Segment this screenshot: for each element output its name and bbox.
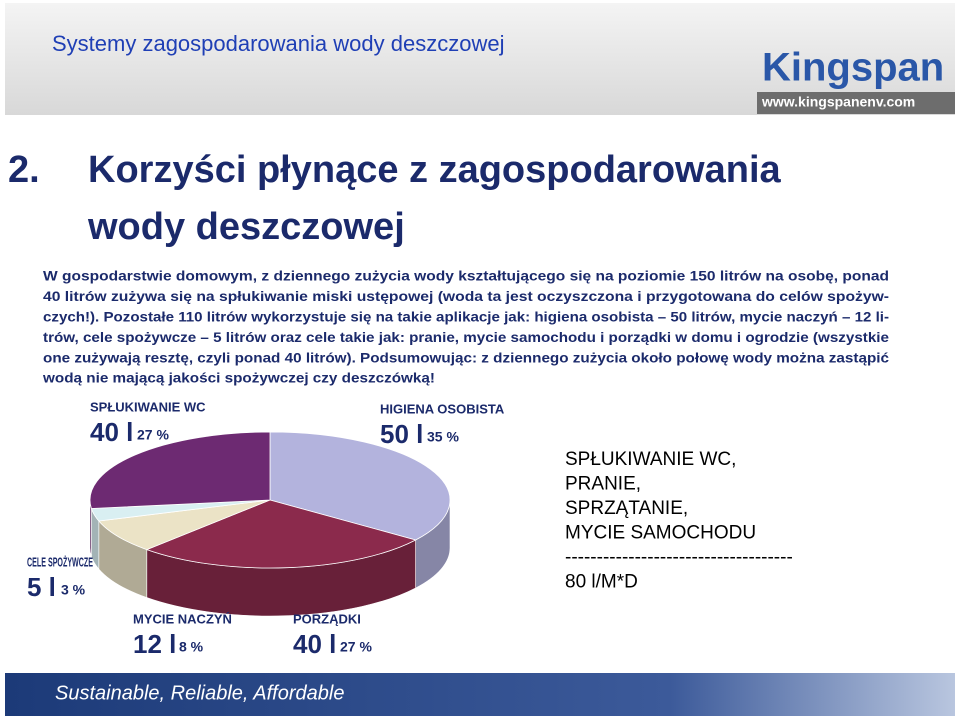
slice-name: CELE SPOŻYWCZE [27, 554, 93, 569]
note-line: 80 l/M*D [565, 572, 638, 593]
slice-name: HIGIENA OSOBISTA [380, 401, 505, 416]
slice-name: SPŁUKIWANIE WC [90, 399, 206, 414]
slice-amount: 50 l [380, 419, 423, 449]
note-line: SPŁUKIWANIE WC, [565, 449, 736, 470]
slice-percent: 3 % [61, 582, 86, 598]
footer-text: Sustainable, Reliable, Affordable [55, 682, 344, 704]
slice [89, 431, 271, 509]
slice-amount: 12 l [133, 629, 176, 659]
slice-name: MYCIE NACZYŃ [133, 611, 232, 626]
slice-percent: 8 % [179, 639, 204, 655]
slice-percent: 27 % [137, 427, 169, 443]
heading-line: wody deszczowej [87, 206, 405, 248]
url-bar [757, 92, 955, 114]
slice-amount: 40 l [293, 629, 336, 659]
url: www.kingspanenv.com [761, 94, 915, 110]
heading-number: 2. [8, 149, 40, 191]
body-line: W gospodarstwie domowym, z dziennego zuż… [43, 268, 889, 284]
heading-line: Korzyści płynące z zagospodarowania [88, 149, 782, 191]
footer-bar [5, 673, 955, 716]
body-line: wodą nie mającą jakości spożywczej czy d… [42, 370, 435, 386]
slice-name: PORZĄDKI [293, 611, 361, 626]
body-line: czych!). Pozostałe 110 litrów wykorzystu… [43, 309, 889, 325]
body-line: one zużywają resztę, czyli ponad 40 litr… [43, 349, 889, 365]
body-line: trów, cele spożywcze – 5 litrów oraz cel… [43, 329, 889, 345]
slice [98, 499, 271, 550]
note-line: SPRZĄTANIE, [565, 498, 688, 519]
note-line: MYCIE SAMOCHODU [565, 523, 756, 544]
slice [145, 499, 417, 569]
slice-percent: 27 % [340, 639, 372, 655]
slice-percent: 35 % [427, 429, 459, 445]
body-line: 40 litrów zużywa się na spłukiwanie misk… [43, 288, 889, 304]
note-line: PRANIE, [565, 474, 641, 495]
slice-amount: 40 l [90, 417, 133, 447]
note-line: ------------------------------------ [565, 547, 793, 568]
header-title: Systemy zagospodarowania wody deszczowej [52, 31, 504, 56]
logo: Kingspan [762, 46, 944, 90]
slice [269, 431, 451, 541]
slice-amount: 5 l [27, 572, 56, 602]
